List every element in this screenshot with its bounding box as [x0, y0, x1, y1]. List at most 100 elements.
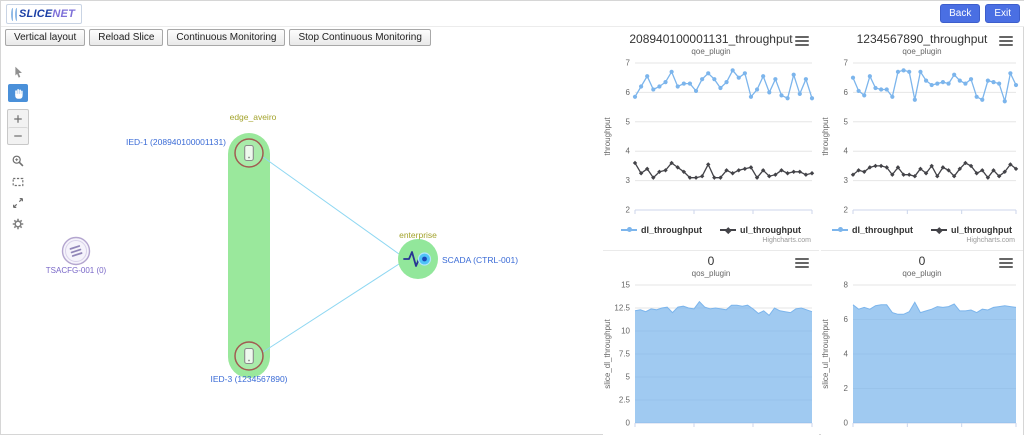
fit-frame-icon — [11, 175, 25, 189]
chart-menu-icon[interactable] — [999, 258, 1013, 268]
chart-title: 1234567890_throughput — [856, 32, 988, 46]
reload-slice-button[interactable]: Reload Slice — [89, 29, 164, 46]
svg-text:7: 7 — [844, 59, 849, 68]
slicenet-logo: SLICENET — [6, 4, 83, 24]
ied1-node[interactable] — [234, 138, 264, 168]
highcharts-credit-link[interactable]: Highcharts.com — [966, 237, 1015, 244]
svg-text:slice_dl_throughput: slice_dl_throughput — [603, 319, 612, 389]
legend-label: ul_throughput — [951, 224, 1012, 235]
link-ied1-scada[interactable] — [262, 156, 400, 255]
svg-text:7: 7 — [626, 59, 631, 68]
plus-icon — [12, 113, 24, 125]
chart-title: 208940100001131_throughput — [629, 32, 793, 46]
canvas-tool-palette — [7, 63, 29, 233]
stop-continuous-monitoring-button[interactable]: Stop Continuous Monitoring — [289, 29, 431, 46]
chart-card-ied3-throughput: 1234567890_throughput qoe_plugin 2 3 4 5 6 7 t… — [821, 29, 1023, 248]
magnifier-icon — [11, 154, 25, 168]
svg-text:7.5: 7.5 — [619, 350, 631, 359]
zoom-in-button[interactable] — [8, 110, 28, 127]
svg-text:2.5: 2.5 — [619, 396, 631, 405]
svg-text:2: 2 — [844, 206, 849, 215]
hand-icon — [12, 87, 25, 100]
legend-label: ul_throughput — [740, 224, 801, 235]
chart-plot-area: 0 2 4 6 8 slice_ul_throughput — [821, 281, 1017, 428]
zoom-button-group — [7, 109, 29, 145]
svg-text:12.5: 12.5 — [614, 304, 630, 313]
vertical-layout-button[interactable]: Vertical layout — [5, 29, 86, 46]
back-button[interactable]: Back — [940, 4, 981, 23]
chart-legend: dl_throughput ul_throughput — [603, 222, 819, 237]
gear-icon — [11, 217, 25, 231]
svg-text:slice_ul_throughput: slice_ul_throughput — [821, 319, 830, 389]
ied3-node[interactable] — [234, 341, 264, 371]
svg-text:10: 10 — [621, 327, 630, 336]
chart-subtitle: qoe_plugin — [902, 47, 942, 56]
scada-label: SCADA (CTRL-001) — [442, 255, 519, 265]
fit-view-button[interactable] — [8, 173, 28, 191]
svg-text:5: 5 — [844, 117, 849, 126]
legend-item-dl-throughput[interactable]: dl_throughput — [621, 225, 702, 235]
svg-text:5: 5 — [626, 117, 631, 126]
svg-text:0: 0 — [626, 419, 631, 428]
legend-label: dl_throughput — [852, 224, 913, 235]
svg-text:6: 6 — [626, 88, 631, 97]
phone-icon — [244, 347, 254, 365]
chart-card-slice-dl-throughput: 0 qos_plugin 0 2.5 5 7.5 10 12.5 15 slice_dl_th… — [603, 250, 819, 435]
legend-item-ul-throughput[interactable]: ul_throughput — [931, 225, 1012, 235]
logo-text-net: NET — [52, 8, 76, 20]
settings-button[interactable] — [8, 215, 28, 233]
svg-text:8: 8 — [844, 281, 849, 290]
layers-icon — [69, 245, 83, 257]
header-bar: SLICENET Back Exit — [1, 1, 1024, 27]
scada-node[interactable] — [398, 239, 438, 279]
tsacfg-node[interactable] — [61, 236, 91, 266]
expand-arrows-icon — [11, 196, 25, 210]
fullscreen-button[interactable] — [8, 194, 28, 212]
link-ied3-scada[interactable] — [262, 263, 400, 353]
chart-plot-area: 2 3 4 5 6 7 throughput — [821, 59, 1019, 215]
highcharts-credit-link[interactable]: Highcharts.com — [762, 237, 811, 244]
cursor-icon — [11, 65, 25, 79]
zoom-select-button[interactable] — [8, 152, 28, 170]
svg-text:2: 2 — [626, 206, 631, 215]
chart-subtitle: qoe_plugin — [691, 47, 731, 56]
legend-item-ul-throughput[interactable]: ul_throughput — [720, 225, 801, 235]
logo-arc-icon — [15, 7, 18, 21]
chart-legend: dl_throughput ul_throughput — [821, 222, 1023, 237]
chart-menu-icon[interactable] — [999, 36, 1013, 46]
phone-icon — [244, 144, 254, 162]
slice-capsule — [228, 133, 270, 378]
chart-plot-area: 2 3 4 5 6 7 throughput — [603, 59, 815, 215]
svg-text:3: 3 — [844, 176, 849, 185]
zoom-out-button[interactable] — [8, 127, 28, 144]
svg-text:0: 0 — [844, 419, 849, 428]
ied1-label: IED-1 (208940100001131) — [125, 137, 226, 147]
chart-menu-icon[interactable] — [795, 258, 809, 268]
legend-item-dl-throughput[interactable]: dl_throughput — [832, 225, 913, 235]
chart-subtitle: qoe_plugin — [902, 269, 942, 278]
topology-canvas[interactable]: edge_aveiro IED-1 (208940100001131) IED-… — [1, 41, 601, 435]
select-tool-button[interactable] — [8, 63, 28, 81]
continuous-monitoring-button[interactable]: Continuous Monitoring — [167, 29, 286, 46]
black-diamond-marker-icon — [720, 225, 736, 234]
zone-label-edge: edge_aveiro — [229, 112, 277, 122]
svg-text:6: 6 — [844, 88, 849, 97]
svg-text:throughput: throughput — [821, 117, 830, 156]
legend-label: dl_throughput — [641, 224, 702, 235]
svg-text:4: 4 — [626, 147, 631, 156]
chart-title: 0 — [707, 254, 715, 268]
black-diamond-marker-icon — [931, 225, 947, 234]
minus-icon — [12, 130, 24, 142]
chart-menu-icon[interactable] — [795, 36, 809, 46]
svg-text:5: 5 — [626, 373, 631, 382]
svg-text:2: 2 — [844, 384, 849, 393]
tsacfg-label: TSACFG-001 (0) — [45, 266, 107, 275]
blue-line-marker-icon — [832, 225, 849, 234]
chart-subtitle: qos_plugin — [691, 269, 731, 278]
zone-label-enterprise: enterprise — [399, 230, 437, 240]
svg-text:throughput: throughput — [603, 117, 612, 156]
pulse-icon — [403, 251, 432, 267]
exit-button[interactable]: Exit — [985, 4, 1020, 23]
logo-arc-icon — [11, 7, 14, 21]
pan-tool-button[interactable] — [8, 84, 28, 102]
